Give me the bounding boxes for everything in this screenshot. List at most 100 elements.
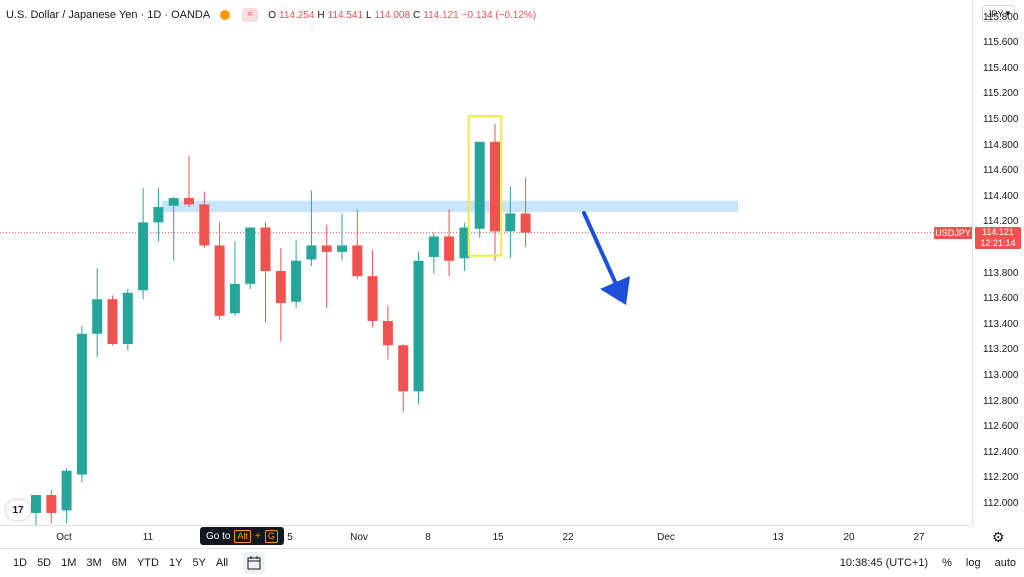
candle [46, 489, 57, 524]
approx-icon[interactable]: ≈ [242, 8, 259, 22]
range-button[interactable]: 6M [111, 557, 127, 569]
candle [92, 268, 103, 357]
range-button[interactable]: YTD [136, 557, 159, 569]
candle-body [76, 333, 87, 475]
calendar-icon[interactable] [243, 552, 266, 574]
candle-body [428, 236, 439, 257]
candle [520, 177, 531, 247]
candle [444, 209, 455, 277]
time-tick-label: 11 [142, 532, 154, 543]
candle [337, 213, 347, 261]
time-tick-label: 22 [562, 532, 574, 543]
candle-body [398, 345, 409, 392]
range-button[interactable]: 1Y [168, 557, 183, 569]
clock-timezone[interactable]: 10:38:45 (UTC+1) [839, 557, 929, 569]
change-value: −0.134 (−0.12%) [461, 9, 537, 21]
market-status-dot[interactable] [220, 10, 231, 20]
candle-body [505, 213, 516, 232]
currency-label: JPY [986, 8, 1004, 19]
price-tick-label: 112.800 [983, 395, 1019, 407]
candle-body [413, 260, 424, 392]
candle-body [61, 470, 72, 511]
price-tick-label: 115.000 [983, 114, 1019, 125]
price-tick-label: 114.800 [983, 139, 1019, 151]
goto-plus: + [254, 530, 261, 542]
price-tick-label: 114.200 [983, 216, 1019, 228]
candle-body [459, 227, 470, 259]
candle-body [260, 227, 271, 272]
candle-body [31, 495, 41, 513]
high-label: H [317, 9, 325, 21]
candle [122, 288, 133, 351]
range-button[interactable]: 1M [61, 557, 77, 569]
candle-body [92, 299, 103, 334]
range-button[interactable]: 5Y [192, 557, 206, 569]
candle-body [352, 245, 363, 277]
open-label: O [268, 9, 276, 21]
range-buttons: 1D 5D 1M 3M 6M YTD 1Y 5Y All [8, 557, 233, 569]
range-button[interactable]: 5D [37, 557, 52, 569]
price-tick-label: 113.800 [983, 267, 1019, 279]
goto-label: Go to [206, 530, 231, 542]
goto-key-g: G [264, 529, 278, 543]
candle-body [382, 320, 393, 346]
price-tick-label: 113.400 [983, 318, 1019, 330]
chart-canvas[interactable] [0, 0, 972, 525]
low-label: L [366, 9, 372, 21]
symbol-title[interactable]: U.S. Dollar / Japanese Yen · 1D · OANDA [6, 9, 211, 21]
candle-body [153, 207, 164, 223]
candle [291, 240, 302, 309]
price-tick-label: 113.600 [983, 293, 1019, 305]
candle-body [444, 236, 455, 261]
high-value: 114.541 [327, 9, 364, 21]
candle [31, 495, 41, 525]
candle [260, 222, 271, 323]
price-tick-label: 115.200 [983, 88, 1019, 100]
time-tick-label: 5 [287, 532, 293, 543]
price-tick-label: 112.200 [983, 472, 1019, 484]
resistance-zone [162, 200, 738, 213]
candle [459, 222, 470, 272]
candle [413, 251, 424, 405]
goto-tooltip[interactable]: Go to Alt + G [200, 527, 284, 545]
candle [138, 187, 149, 300]
candle [61, 468, 72, 524]
price-tick-label: 115.600 [983, 37, 1019, 49]
time-axis[interactable]: Oct 11 5 Nov 8 15 22 Dec 13 20 27 [0, 525, 972, 548]
currency-button[interactable]: JPY ▾ [981, 5, 1015, 22]
candle-body [321, 245, 332, 252]
open-value: 114.254 [279, 9, 315, 21]
range-button[interactable]: All [215, 557, 229, 569]
auto-toggle[interactable]: auto [994, 557, 1016, 569]
price-tick-label: 115.800 [983, 11, 1019, 23]
chevron-down-icon: ▾ [1005, 8, 1010, 18]
log-toggle[interactable]: log [965, 557, 981, 569]
status-area: 10:38:45 (UTC+1) % log auto [840, 549, 1016, 577]
candle [367, 250, 378, 328]
candle-body [520, 213, 531, 233]
candle-body [229, 283, 240, 314]
price-axis[interactable]: 115.800 115.600 115.400 115.200 115.000 114.8… [972, 0, 1024, 525]
time-tick-label: 8 [425, 532, 431, 543]
bottom-toolbar: 1D 5D 1M 3M 6M YTD 1Y 5Y All 10:38:45 (UTC+1) % … [0, 548, 1024, 577]
range-button[interactable]: 1D [13, 557, 28, 569]
percent-toggle[interactable]: % [942, 557, 952, 569]
range-button[interactable]: 3M [86, 557, 102, 569]
candle [76, 326, 87, 483]
price-tick-label: 115.400 [983, 62, 1019, 74]
candle [168, 196, 179, 261]
time-tick-label: Oct [56, 532, 72, 543]
tradingview-logo-icon[interactable]: 17 [6, 500, 30, 520]
candle [306, 190, 317, 266]
candle-body [214, 245, 225, 316]
gear-icon[interactable]: ⚙ [992, 529, 1005, 545]
candle [474, 141, 485, 238]
goto-key-alt: Alt [234, 529, 251, 543]
candle [428, 232, 439, 274]
price-tick-label: 114.400 [983, 190, 1019, 202]
candle-body [367, 276, 378, 321]
time-tick-label: Nov [350, 532, 368, 543]
time-tick-label: 27 [913, 532, 925, 543]
candle-body [474, 141, 485, 229]
time-tick-label: 15 [492, 532, 504, 543]
